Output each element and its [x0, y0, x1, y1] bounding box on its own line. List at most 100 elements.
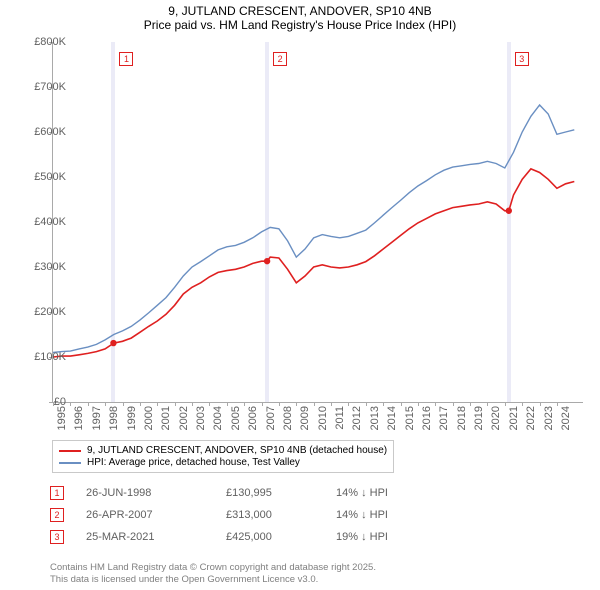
sale-row-price: £313,000	[226, 509, 336, 521]
xtick-label: 2015	[404, 406, 416, 430]
xtick-line	[487, 402, 488, 406]
footer-line-1: Contains HM Land Registry data © Crown c…	[50, 562, 376, 574]
sale-row: 2 26-APR-2007£313,00014% ↓ HPI	[50, 504, 446, 526]
xtick-line	[383, 402, 384, 406]
sale-row-date: 26-APR-2007	[86, 509, 226, 521]
xtick-line	[505, 402, 506, 406]
ytick-label: £200K	[34, 306, 66, 318]
xtick-line	[401, 402, 402, 406]
xtick-line	[470, 402, 471, 406]
xtick-label: 2021	[508, 406, 520, 430]
xtick-label: 1998	[108, 406, 120, 430]
chart-title-1: 9, JUTLAND CRESCENT, ANDOVER, SP10 4NB	[0, 4, 600, 18]
xtick-line	[435, 402, 436, 406]
legend-label-hpi: HPI: Average price, detached house, Test…	[87, 457, 300, 468]
series-hpi	[53, 105, 574, 353]
xtick-line	[522, 402, 523, 406]
sale-marker-box: 3	[515, 52, 529, 66]
legend-item-hpi: HPI: Average price, detached house, Test…	[59, 457, 387, 468]
xtick-label: 2017	[438, 406, 450, 430]
xtick-line	[262, 402, 263, 406]
xtick-label: 2022	[525, 406, 537, 430]
xtick-label: 2006	[247, 406, 259, 430]
legend: 9, JUTLAND CRESCENT, ANDOVER, SP10 4NB (…	[52, 440, 394, 473]
legend-swatch-property	[59, 450, 81, 452]
xtick-label: 1996	[73, 406, 85, 430]
xtick-label: 2016	[421, 406, 433, 430]
xtick-line	[244, 402, 245, 406]
ytick-label: £400K	[34, 216, 66, 228]
xtick-line	[331, 402, 332, 406]
xtick-line	[123, 402, 124, 406]
xtick-label: 2009	[299, 406, 311, 430]
sale-row-diff: 19% ↓ HPI	[336, 531, 446, 543]
xtick-label: 1999	[126, 406, 138, 430]
xtick-label: 2000	[143, 406, 155, 430]
xtick-label: 2024	[560, 406, 572, 430]
xtick-label: 1997	[91, 406, 103, 430]
ytick-label: £0	[54, 396, 66, 408]
xtick-label: 2013	[369, 406, 381, 430]
xtick-line	[70, 402, 71, 406]
sale-row-marker: 1	[50, 486, 64, 500]
chart-area: 123 199519961997199819992000200120022003…	[52, 42, 582, 402]
xtick-line	[227, 402, 228, 406]
sale-row-date: 25-MAR-2021	[86, 531, 226, 543]
xtick-line	[557, 402, 558, 406]
ytick-label: £800K	[34, 36, 66, 48]
sale-row-diff: 14% ↓ HPI	[336, 487, 446, 499]
ytick-label: £100K	[34, 351, 66, 363]
xtick-label: 2007	[265, 406, 277, 430]
xtick-line	[105, 402, 106, 406]
series-property	[53, 169, 574, 357]
xtick-label: 2014	[386, 406, 398, 430]
xtick-label: 2020	[490, 406, 502, 430]
xtick-label: 1995	[56, 406, 68, 430]
xtick-line	[418, 402, 419, 406]
chart-svg	[53, 42, 583, 402]
sales-table: 1 26-JUN-1998£130,99514% ↓ HPI 2 26-APR-200…	[50, 482, 446, 548]
sale-marker-box: 2	[273, 52, 287, 66]
sale-row-marker: 2	[50, 508, 64, 522]
xtick-label: 2019	[473, 406, 485, 430]
ytick-label: £600K	[34, 126, 66, 138]
sale-row: 1 26-JUN-1998£130,99514% ↓ HPI	[50, 482, 446, 504]
sale-row-marker: 3	[50, 530, 64, 544]
ytick-label: £300K	[34, 261, 66, 273]
xtick-line	[279, 402, 280, 406]
xtick-line	[540, 402, 541, 406]
plot-surface: 1 2 3	[52, 42, 583, 403]
xtick-line	[366, 402, 367, 406]
sale-row-price: £130,995	[226, 487, 336, 499]
legend-item-property: 9, JUTLAND CRESCENT, ANDOVER, SP10 4NB (…	[59, 445, 387, 456]
legend-label-property: 9, JUTLAND CRESCENT, ANDOVER, SP10 4NB (…	[87, 445, 387, 456]
xtick-label: 2005	[230, 406, 242, 430]
sale-marker-box: 1	[119, 52, 133, 66]
xtick-line	[209, 402, 210, 406]
xtick-line	[175, 402, 176, 406]
xtick-line	[314, 402, 315, 406]
xtick-label: 2011	[334, 406, 346, 430]
xtick-line	[140, 402, 141, 406]
ytick-label: £500K	[34, 171, 66, 183]
xtick-line	[296, 402, 297, 406]
xtick-label: 2008	[282, 406, 294, 430]
ytick-label: £700K	[34, 81, 66, 93]
xtick-line	[192, 402, 193, 406]
xtick-label: 2003	[195, 406, 207, 430]
xtick-label: 2012	[351, 406, 363, 430]
xtick-line	[157, 402, 158, 406]
sale-row-date: 26-JUN-1998	[86, 487, 226, 499]
sale-row-price: £425,000	[226, 531, 336, 543]
xtick-line	[453, 402, 454, 406]
xtick-label: 2023	[543, 406, 555, 430]
xtick-label: 2004	[212, 406, 224, 430]
footer-line-2: This data is licensed under the Open Gov…	[50, 574, 376, 586]
legend-swatch-hpi	[59, 462, 81, 464]
xtick-label: 2018	[456, 406, 468, 430]
sale-row-diff: 14% ↓ HPI	[336, 509, 446, 521]
footer-attribution: Contains HM Land Registry data © Crown c…	[50, 562, 376, 586]
chart-title-2: Price paid vs. HM Land Registry's House …	[0, 18, 600, 32]
xtick-label: 2001	[160, 406, 172, 430]
xtick-label: 2010	[317, 406, 329, 430]
